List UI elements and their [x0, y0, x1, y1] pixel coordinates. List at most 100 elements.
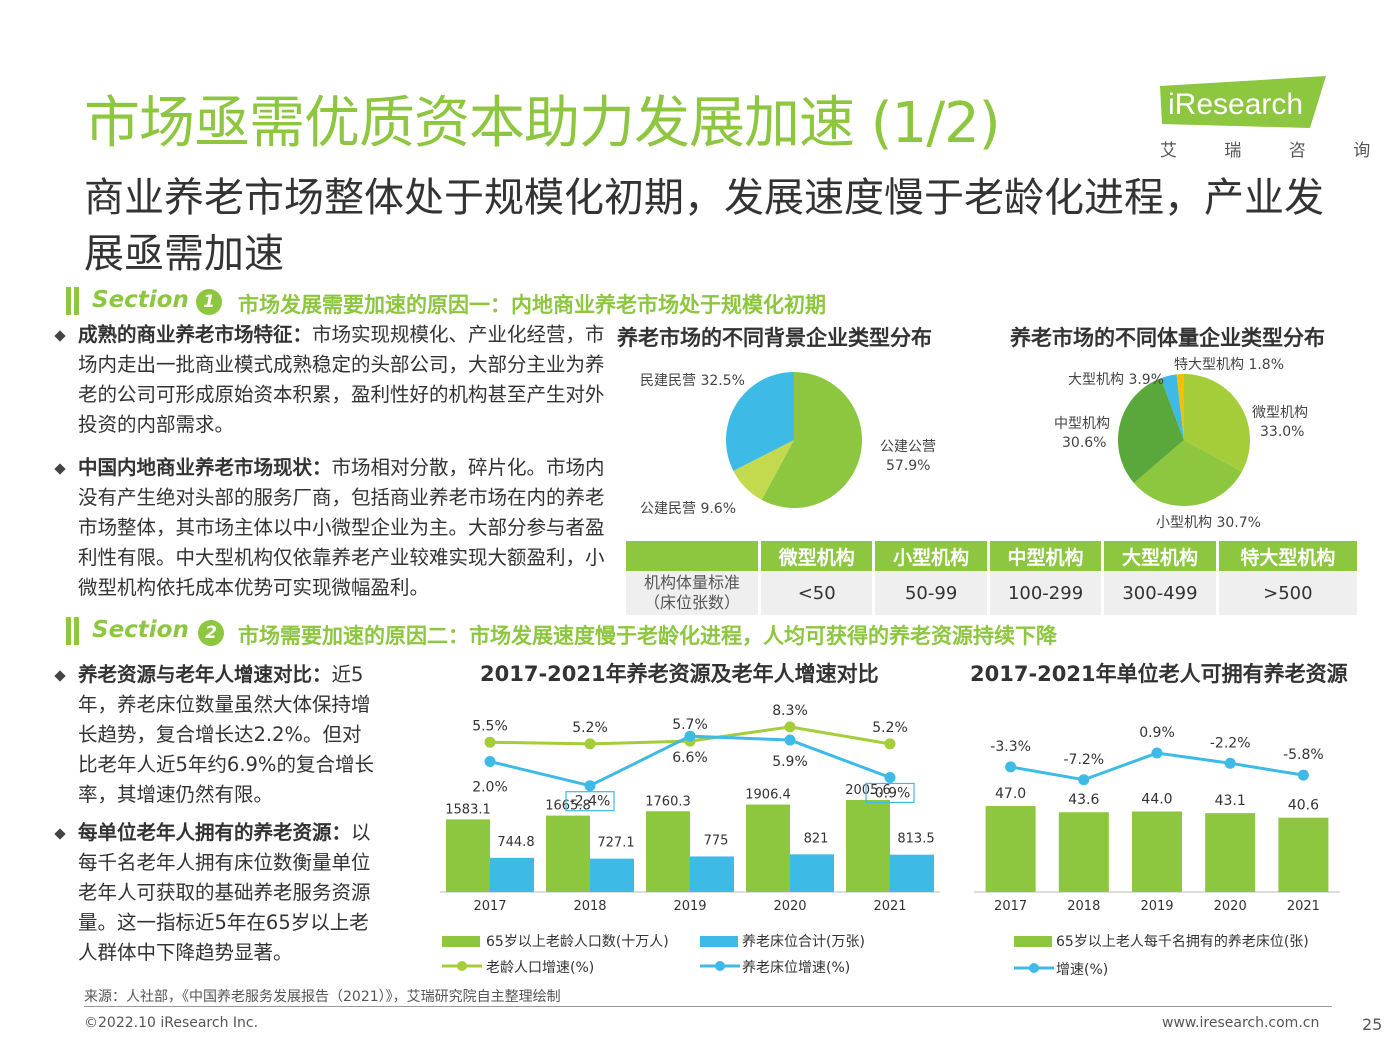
pie1-title: 养老市场的不同背景企业类型分布 [617, 326, 932, 350]
line-point [784, 721, 796, 733]
copyright: ©2022.10 iResearch Inc. [84, 1015, 259, 1031]
table-cell: 300-499 [1102, 571, 1219, 615]
table-header-cell: 大型机构 [1102, 541, 1219, 571]
bar-beds [490, 857, 534, 892]
pie2-label-xl: 特大型机构 1.8% [1174, 357, 1285, 373]
line-label: 0.9% [1139, 725, 1175, 741]
line-point [684, 730, 696, 742]
section1-number: 1 [196, 289, 222, 315]
pie-slice [1176, 374, 1184, 440]
s1-bullet-1: 成熟的商业养老市场特征：市场实现规模化、产业化经营，市场内走出一批商业模式成熟稳… [78, 320, 608, 440]
logo-brand-text: iResearch [1168, 88, 1303, 121]
line-label: 5.2% [572, 720, 608, 736]
bar-elderly-pop [546, 815, 590, 892]
line-label: -0.9% [870, 785, 911, 801]
line-point [1078, 774, 1090, 786]
combo2-title: 2017-2021年单位老人可拥有养老资源 [970, 662, 1348, 686]
table-cell: <50 [759, 571, 876, 615]
line-label: 8.3% [772, 703, 808, 719]
bar-beds-per-thousand [1278, 817, 1329, 892]
pie-slice [1133, 440, 1242, 506]
iresearch-logo: iResearch [1160, 76, 1326, 128]
legend-line-swatch [700, 961, 740, 971]
s2-bullet-1: 养老资源与老年人增速对比：近5年，养老床位数量虽然大体保持增长趋势，复合增长达2… [78, 660, 378, 810]
combo1-title: 2017-2021年养老资源及老年人增速对比 [480, 662, 879, 686]
s2-bullet-1-head: 养老资源与老年人增速对比： [78, 663, 332, 686]
pie2-label-mid-value: 30.6% [1062, 435, 1107, 451]
section1-bar [66, 287, 80, 315]
bar-label: 2005.6 [845, 783, 891, 798]
pie-chart-size [1118, 374, 1250, 506]
section1-word: Section [92, 287, 189, 313]
pie-slice [1160, 374, 1184, 440]
pie1-label-gonggong-value: 57.9% [886, 458, 931, 474]
bar-label: 1665.8 [545, 799, 591, 814]
legend-beds: 养老床位合计(万张) [742, 934, 865, 950]
bar-label: 744.8 [497, 835, 534, 850]
page-subtitle: 商业养老市场整体处于规模化初期，发展速度慢于老龄化进程，产业发展亟需加速 [84, 175, 1324, 277]
bar-beds [690, 856, 734, 892]
line-point [884, 771, 896, 783]
bar-elderly-pop [446, 819, 490, 892]
bar-beds [590, 858, 634, 892]
bar-label: 40.6 [1288, 798, 1319, 814]
line-label: -7.2% [1063, 752, 1104, 768]
legend-line-swatch [1014, 963, 1054, 973]
pie2-label-mid-name: 中型机构 [1054, 416, 1110, 432]
x-tick-label: 2018 [573, 899, 606, 914]
x-tick-label: 2019 [673, 899, 706, 914]
bar-beds [890, 854, 934, 892]
pie-slice [726, 372, 794, 471]
line-point [584, 780, 596, 792]
s2-bullet-2-body: 以每千名老年人拥有床位数衡量单位老年人可获取的基础养老服务资源量。这一指标近5年… [78, 821, 371, 964]
bar-elderly-pop [746, 804, 790, 892]
source-note: 来源：人社部，《中国养老服务发展报告（2021）》，艾瑞研究院自主整理绘制 [84, 989, 561, 1005]
x-tick-label: 2017 [994, 899, 1027, 914]
pie2-label-micro-name: 微型机构 [1252, 405, 1308, 421]
s2-bullet-2: 每单位老年人拥有的养老资源：以每千名老年人拥有床位数衡量单位老年人可获取的基础养… [78, 818, 378, 968]
s1-bullet-2: 中国内地商业养老市场现状：市场相对分散，碎片化。市场内没有产生绝对头部的服务厂商… [78, 453, 608, 603]
table-header-cell: 微型机构 [759, 541, 876, 571]
line-point [484, 736, 496, 748]
s1-bullet-1-head: 成熟的商业养老市场特征： [78, 323, 313, 346]
bar-label: 43.1 [1215, 793, 1246, 809]
pie2-label-micro-value: 33.0% [1260, 424, 1305, 440]
pie2-label-small: 小型机构 30.7% [1156, 515, 1261, 531]
line-point [784, 734, 796, 746]
line-point [584, 738, 596, 750]
bar-beds-per-thousand [1132, 811, 1182, 892]
table-row-label: 机构体量标准 （床位张数） [626, 571, 761, 615]
bar-beds-per-thousand [985, 806, 1036, 892]
legend-swatch [1014, 936, 1052, 947]
bullet-diamond [54, 828, 66, 840]
x-tick-label: 2021 [873, 899, 906, 914]
pie2-title: 养老市场的不同体量企业类型分布 [1010, 326, 1325, 350]
combo-chart-beds-per-thousand: 47.0 2017 43.6 2018 44.0 2019 43.1 2020 40.6 2021… [974, 725, 1340, 914]
s1-bullet-2-head: 中国内地商业养老市场现状： [78, 456, 332, 479]
page-title: 市场亟需优质资本助力发展加速 (1/2) [84, 91, 1001, 156]
s1-bullet-1-body: 市场实现规模化、产业化经营，市场内走出一批商业模式成熟稳定的头部公司，大部分主业… [78, 323, 605, 436]
pie-slice [761, 372, 862, 508]
table-header-cell: 特大型机构 [1217, 541, 1361, 571]
line-point [1297, 769, 1309, 781]
size-standard-table: 微型机构 小型机构 中型机构 大型机构 特大型机构 机构体量标准 （床位张数） <… [626, 541, 1361, 615]
legend-line-swatch [442, 961, 482, 971]
section1-title: 市场发展需要加速的原因一：内地商业养老市场处于规模化初期 [238, 293, 826, 317]
x-tick-label: 2018 [1067, 899, 1100, 914]
section2-word: Section [92, 617, 189, 643]
x-tick-label: 2020 [773, 899, 806, 914]
line-label: 5.2% [872, 720, 908, 736]
bar-label: 775 [704, 833, 729, 848]
bar-label: 813.5 [897, 832, 934, 847]
footer-divider [84, 1006, 1332, 1007]
legend-swatch [700, 936, 738, 947]
pie1-label-gongjian-minying: 公建民营 9.6% [640, 501, 737, 517]
bullet-diamond [54, 463, 66, 475]
line-point [1005, 761, 1017, 773]
bar-beds [790, 854, 834, 892]
website-url: www.iresearch.com.cn [1162, 1015, 1320, 1031]
section2-title: 市场需要加速的原因二：市场发展速度慢于老龄化进程，人均可获得的养老资源持续下降 [238, 624, 1057, 648]
section2-number: 2 [198, 620, 224, 646]
bar-label: 1760.3 [645, 794, 691, 809]
table-header-row: 微型机构 小型机构 中型机构 大型机构 特大型机构 [626, 541, 1361, 571]
